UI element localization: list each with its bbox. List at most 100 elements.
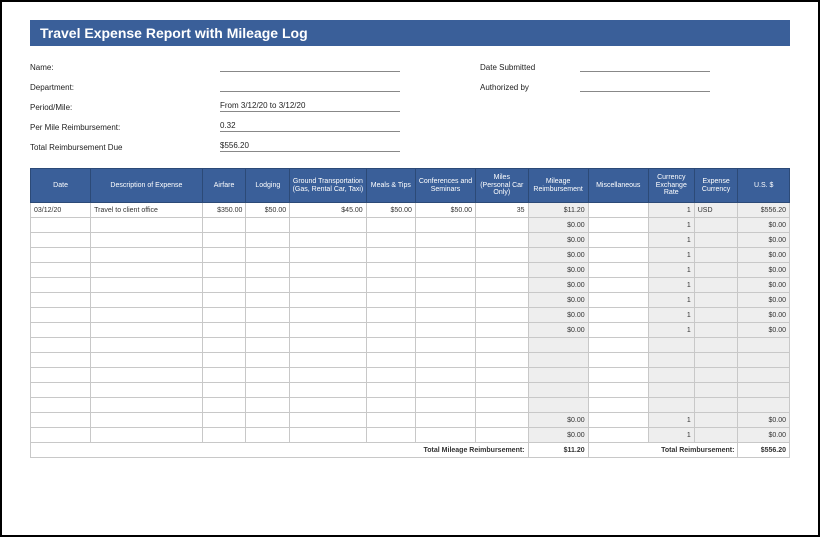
cell-rate[interactable]: 1 (648, 233, 694, 248)
cell-conf[interactable] (415, 278, 475, 293)
cell-date[interactable] (31, 233, 91, 248)
cell-desc[interactable] (91, 218, 203, 233)
cell-rate[interactable]: 1 (648, 323, 694, 338)
cell-curr[interactable] (694, 308, 738, 323)
cell-conf[interactable]: $50.00 (415, 203, 475, 218)
cell-desc[interactable] (91, 293, 203, 308)
cell-curr[interactable] (694, 383, 738, 398)
cell-misc[interactable] (588, 338, 648, 353)
cell-lodging[interactable] (246, 248, 290, 263)
cell-desc[interactable] (91, 308, 203, 323)
cell-usd[interactable]: $0.00 (738, 428, 790, 443)
cell-lodging[interactable] (246, 428, 290, 443)
cell-lodging[interactable] (246, 398, 290, 413)
cell-reimb[interactable]: $0.00 (528, 428, 588, 443)
permile-value[interactable]: 0.32 (220, 121, 400, 132)
cell-reimb[interactable]: $0.00 (528, 323, 588, 338)
cell-airfare[interactable] (202, 233, 246, 248)
cell-rate[interactable]: 1 (648, 218, 694, 233)
cell-airfare[interactable] (202, 353, 246, 368)
cell-desc[interactable]: Travel to client office (91, 203, 203, 218)
cell-miles[interactable] (476, 218, 528, 233)
cell-ground[interactable] (290, 398, 367, 413)
cell-misc[interactable] (588, 293, 648, 308)
cell-ground[interactable] (290, 428, 367, 443)
cell-airfare[interactable] (202, 428, 246, 443)
cell-ground[interactable] (290, 368, 367, 383)
cell-usd[interactable]: $0.00 (738, 308, 790, 323)
cell-meals[interactable]: $50.00 (366, 203, 415, 218)
cell-desc[interactable] (91, 233, 203, 248)
cell-ground[interactable] (290, 263, 367, 278)
cell-usd[interactable]: $0.00 (738, 218, 790, 233)
cell-rate[interactable]: 1 (648, 308, 694, 323)
cell-reimb[interactable]: $0.00 (528, 413, 588, 428)
cell-conf[interactable] (415, 383, 475, 398)
cell-lodging[interactable]: $50.00 (246, 203, 290, 218)
cell-rate[interactable] (648, 353, 694, 368)
cell-curr[interactable] (694, 413, 738, 428)
cell-date[interactable] (31, 383, 91, 398)
cell-curr[interactable] (694, 323, 738, 338)
cell-meals[interactable] (366, 413, 415, 428)
cell-misc[interactable] (588, 308, 648, 323)
cell-meals[interactable] (366, 338, 415, 353)
cell-rate[interactable] (648, 338, 694, 353)
cell-misc[interactable] (588, 398, 648, 413)
cell-curr[interactable] (694, 248, 738, 263)
cell-meals[interactable] (366, 368, 415, 383)
cell-airfare[interactable] (202, 308, 246, 323)
cell-usd[interactable]: $0.00 (738, 248, 790, 263)
cell-meals[interactable] (366, 233, 415, 248)
cell-miles[interactable] (476, 398, 528, 413)
cell-miles[interactable] (476, 368, 528, 383)
cell-misc[interactable] (588, 203, 648, 218)
cell-conf[interactable] (415, 353, 475, 368)
cell-miles[interactable] (476, 293, 528, 308)
cell-rate[interactable]: 1 (648, 203, 694, 218)
cell-meals[interactable] (366, 263, 415, 278)
cell-airfare[interactable] (202, 338, 246, 353)
cell-airfare[interactable] (202, 278, 246, 293)
cell-desc[interactable] (91, 323, 203, 338)
cell-meals[interactable] (366, 383, 415, 398)
cell-reimb[interactable] (528, 368, 588, 383)
cell-lodging[interactable] (246, 413, 290, 428)
cell-ground[interactable] (290, 248, 367, 263)
cell-meals[interactable] (366, 293, 415, 308)
cell-conf[interactable] (415, 248, 475, 263)
cell-reimb[interactable]: $0.00 (528, 248, 588, 263)
cell-lodging[interactable] (246, 233, 290, 248)
cell-lodging[interactable] (246, 368, 290, 383)
cell-rate[interactable]: 1 (648, 293, 694, 308)
cell-lodging[interactable] (246, 263, 290, 278)
cell-conf[interactable] (415, 308, 475, 323)
cell-meals[interactable] (366, 218, 415, 233)
cell-date[interactable] (31, 338, 91, 353)
cell-lodging[interactable] (246, 293, 290, 308)
cell-miles[interactable] (476, 413, 528, 428)
cell-ground[interactable] (290, 218, 367, 233)
cell-misc[interactable] (588, 368, 648, 383)
cell-miles[interactable] (476, 278, 528, 293)
cell-ground[interactable] (290, 353, 367, 368)
cell-airfare[interactable] (202, 293, 246, 308)
cell-usd[interactable]: $0.00 (738, 413, 790, 428)
cell-airfare[interactable] (202, 368, 246, 383)
cell-reimb[interactable]: $11.20 (528, 203, 588, 218)
cell-usd[interactable]: $0.00 (738, 278, 790, 293)
date-submitted-value[interactable] (580, 70, 710, 72)
cell-rate[interactable]: 1 (648, 278, 694, 293)
cell-date[interactable] (31, 323, 91, 338)
cell-rate[interactable]: 1 (648, 413, 694, 428)
cell-meals[interactable] (366, 278, 415, 293)
cell-usd[interactable]: $556.20 (738, 203, 790, 218)
cell-misc[interactable] (588, 248, 648, 263)
cell-misc[interactable] (588, 218, 648, 233)
cell-usd[interactable]: $0.00 (738, 263, 790, 278)
cell-airfare[interactable]: $350.00 (202, 203, 246, 218)
cell-date[interactable] (31, 278, 91, 293)
cell-miles[interactable] (476, 308, 528, 323)
cell-airfare[interactable] (202, 248, 246, 263)
cell-ground[interactable] (290, 338, 367, 353)
